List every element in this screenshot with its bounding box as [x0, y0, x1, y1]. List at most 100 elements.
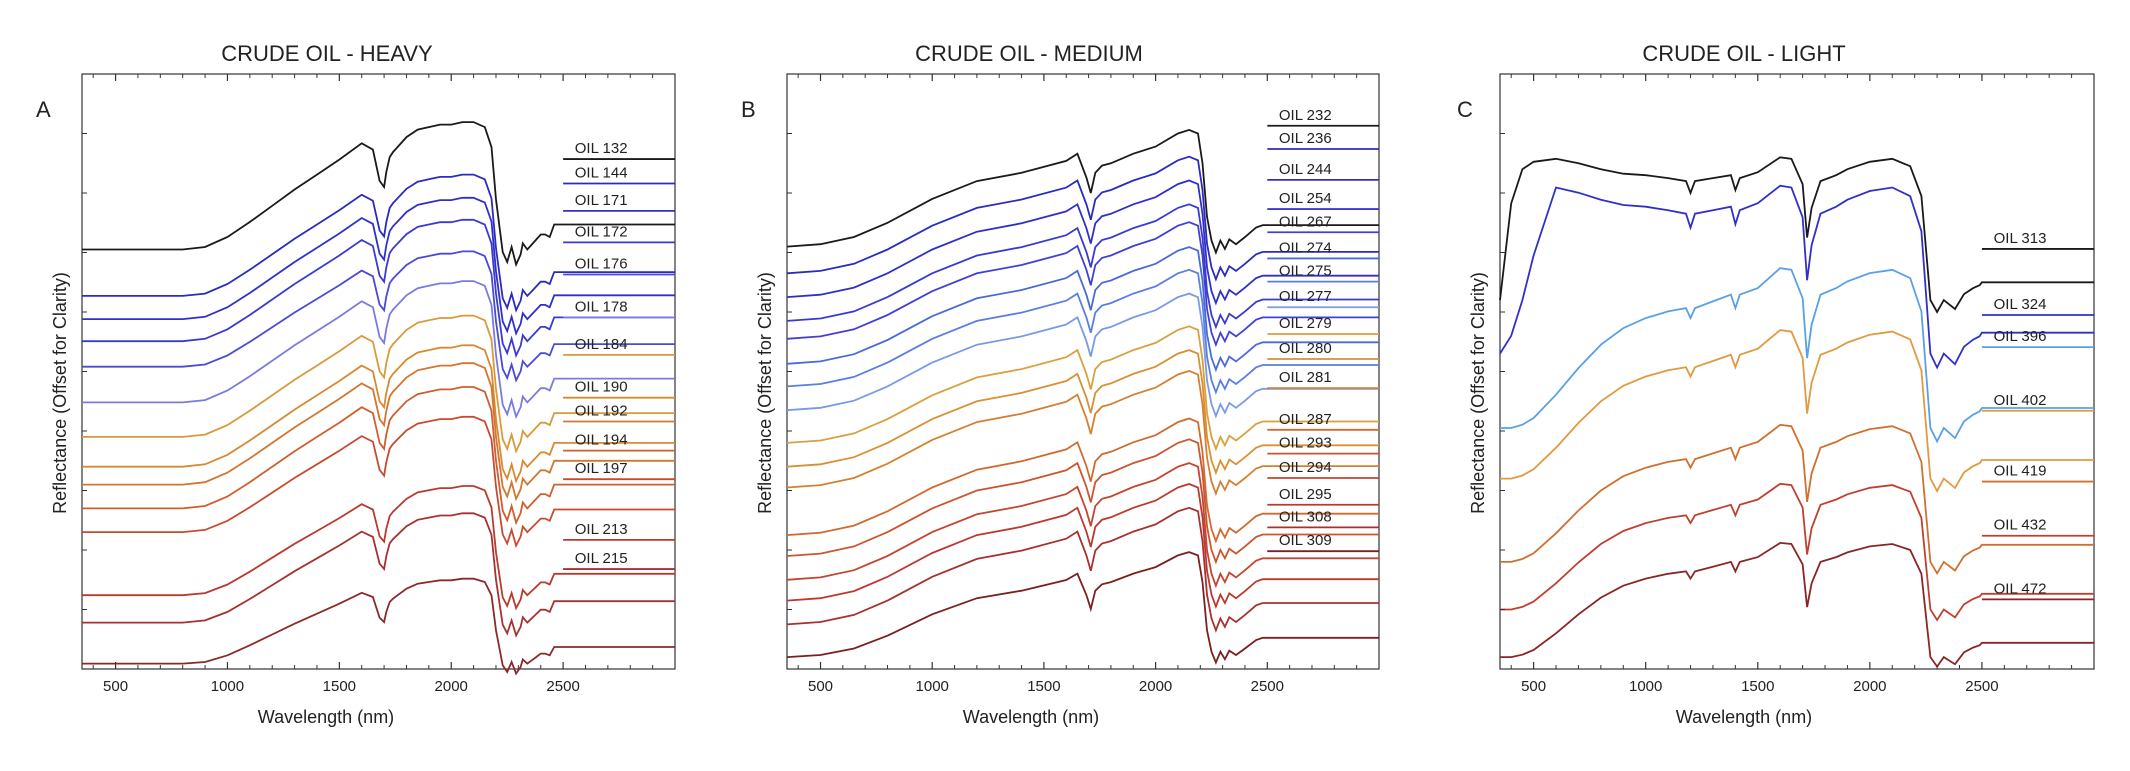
x-tick-label: 500: [808, 678, 833, 695]
panel-c-labels: OIL 313 OIL 324 OIL 396 OIL 402 OIL 419 OIL 4…: [1981, 230, 2094, 601]
series-label: OIL 279: [1279, 315, 1332, 332]
series-line: [82, 314, 675, 454]
series-label: OIL 215: [575, 550, 628, 567]
series-line: [786, 462, 1379, 589]
series-label: OIL 309: [1279, 532, 1332, 549]
x-tick-label: 2500: [546, 678, 579, 695]
series-label: OIL 184: [575, 336, 628, 353]
x-tick-label: 2500: [1965, 678, 1998, 695]
series-line: [786, 155, 1379, 282]
panel-c-ylabel: Reflectance (Offset for Clarity): [1468, 272, 1488, 514]
series-label: OIL 244: [1279, 161, 1332, 178]
panel-c-yticks: [1500, 133, 1505, 610]
panel-b-title: CRUDE OIL - MEDIUM: [915, 41, 1143, 66]
x-tick-label: 1000: [1629, 678, 1662, 695]
panel-a-labels: OIL 132 OIL 144 OIL 171 OIL 172 OIL 176 OIL 1…: [563, 140, 675, 570]
series-line: [82, 415, 675, 549]
series-line: [1500, 423, 2094, 576]
x-tick-label: 500: [103, 678, 128, 695]
series-label: OIL 432: [1994, 517, 2047, 534]
panel-b-lines: [786, 128, 1379, 665]
series-label: OIL 176: [575, 256, 628, 273]
series-line: [1500, 482, 2094, 622]
x-tick-label: 2000: [1853, 678, 1886, 695]
panel-b-yticks: [787, 133, 792, 610]
series-label: OIL 171: [575, 192, 628, 209]
series-label: OIL 275: [1279, 263, 1332, 280]
series-label: OIL 281: [1279, 369, 1332, 386]
series-line: [82, 121, 675, 268]
series-line: [1499, 156, 2094, 314]
series-line: [786, 268, 1379, 395]
panel-b-xlabel: Wavelength (nm): [963, 707, 1099, 727]
panel-b-xticks: 500 1000 1500 2000 2500: [797, 74, 1358, 695]
series-label: OIL 293: [1279, 435, 1332, 452]
series-line: [786, 128, 1379, 256]
panel-b: CRUDE OIL - MEDIUM B 500 1000 1500 2000 2500…: [741, 41, 1380, 727]
x-tick-label: 2000: [1139, 678, 1172, 695]
series-line: [786, 506, 1379, 633]
series-label: OIL 254: [1279, 190, 1332, 207]
panel-a-plot-frame: [81, 73, 676, 670]
series-line: [82, 577, 675, 676]
series-label: OIL 213: [575, 521, 628, 538]
series-line: [786, 483, 1379, 610]
series-label: OIL 402: [1994, 392, 2047, 409]
series-line: [82, 196, 675, 336]
series-line: [786, 438, 1379, 565]
panel-b-labels: OIL 232 OIL 236 OIL 244 OIL 254 OIL 267 OIL 2…: [1267, 107, 1379, 553]
series-label: OIL 308: [1279, 508, 1332, 525]
series-label: OIL 132: [575, 140, 628, 157]
x-tick-label: 2500: [1251, 678, 1284, 695]
series-label: OIL 194: [575, 432, 628, 449]
series-label: OIL 295: [1279, 486, 1332, 503]
series-label: OIL 419: [1994, 463, 2047, 480]
series-line: [786, 292, 1379, 419]
series-line: [786, 349, 1379, 476]
series-label: OIL 172: [575, 223, 628, 240]
series-line: [82, 250, 675, 383]
series-line: [786, 221, 1379, 348]
x-tick-label: 1500: [1741, 678, 1774, 695]
series-label: OIL 396: [1994, 328, 2047, 345]
series-label: OIL 472: [1994, 580, 2047, 597]
panel-a-ylabel: Reflectance (Offset for Clarity): [50, 272, 70, 514]
series-line: [786, 246, 1379, 373]
series-label: OIL 178: [575, 298, 628, 315]
panel-c-xlabel: Wavelength (nm): [1676, 707, 1812, 727]
series-label: OIL 190: [575, 379, 628, 396]
series-label: OIL 232: [1279, 107, 1332, 124]
series-line: [786, 325, 1379, 452]
series-line: [786, 417, 1379, 544]
series-label: OIL 324: [1994, 296, 2047, 313]
series-label: OIL 280: [1279, 340, 1332, 357]
series-label: OIL 236: [1279, 130, 1332, 147]
x-tick-label: 1500: [323, 678, 356, 695]
panel-c: CRUDE OIL - LIGHT C 500 1000 1500 2000 2500 …: [1457, 41, 2095, 727]
panel-a: CRUDE OIL - HEAVY A 500 1000 1500 2000 2500 …: [36, 41, 676, 727]
panel-a-xlabel: Wavelength (nm): [258, 707, 394, 727]
panel-b-letter: B: [741, 97, 756, 122]
panel-a-xticks: 500 1000 1500 2000 2500: [92, 74, 654, 695]
series-label: OIL 267: [1279, 213, 1332, 230]
panel-a-letter: A: [36, 97, 51, 122]
series-line: [786, 203, 1379, 330]
series-line: [1500, 267, 2094, 444]
series-line: [82, 280, 675, 420]
series-label: OIL 274: [1279, 239, 1332, 256]
series-line: [1499, 184, 2094, 370]
series-label: OIL 144: [575, 164, 628, 181]
x-tick-label: 1000: [916, 678, 949, 695]
series-label: OIL 192: [575, 402, 628, 419]
series-line: [82, 344, 675, 484]
series-line: [82, 173, 675, 313]
panel-c-letter: C: [1457, 97, 1473, 122]
panel-a-lines: [82, 121, 675, 676]
series-line: [786, 179, 1379, 306]
panel-c-title: CRUDE OIL - LIGHT: [1642, 41, 1845, 66]
series-line: [82, 485, 675, 611]
series-line: [1500, 541, 2094, 669]
x-tick-label: 1000: [211, 678, 244, 695]
series-line: [786, 551, 1379, 665]
